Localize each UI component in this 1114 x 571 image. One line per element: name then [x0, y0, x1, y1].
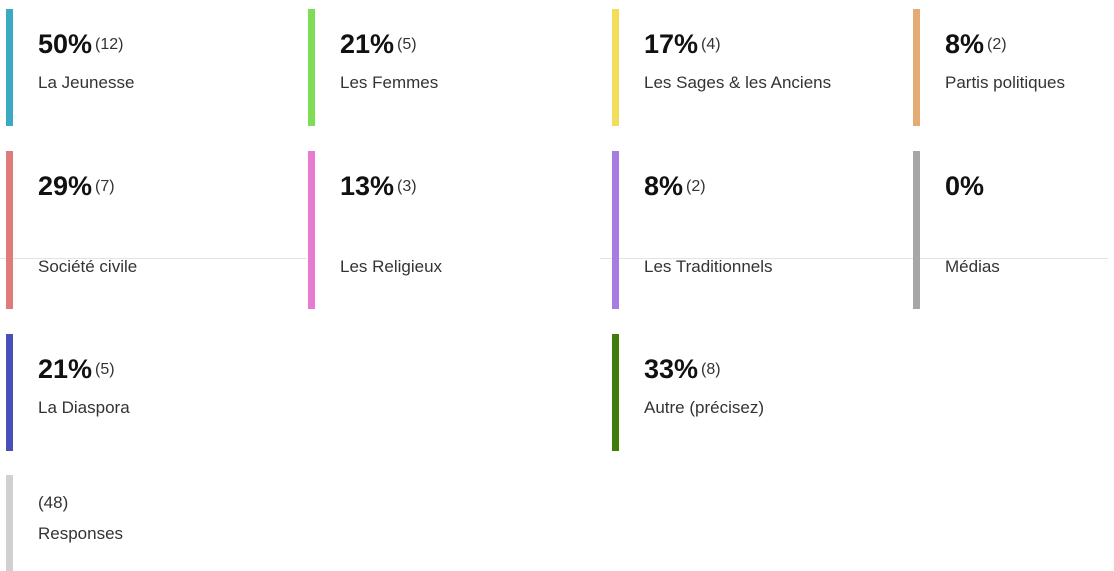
count: (12): [95, 36, 124, 53]
stat-head: 21% (5): [340, 29, 417, 60]
stat-head: 8% (2): [644, 171, 706, 202]
count: (5): [397, 36, 417, 53]
percent: 21%: [38, 354, 93, 384]
color-bar: [308, 9, 315, 126]
color-bar: [612, 334, 619, 451]
label: Société civile: [38, 257, 138, 276]
percent: 17%: [644, 29, 699, 59]
divider: [0, 258, 307, 259]
percent: 33%: [644, 354, 699, 384]
percent: 8%: [644, 171, 684, 201]
responses-card: (48) Responses: [6, 475, 301, 571]
label: Partis politiques: [945, 73, 1066, 92]
stat-head: 17% (4): [644, 29, 721, 60]
stat-card: 17% (4) Les Sages & les Anciens: [612, 9, 907, 126]
color-bar: [612, 9, 619, 126]
stat-head: 0%: [945, 171, 984, 202]
label: Médias: [945, 257, 1000, 276]
color-bar: [913, 151, 920, 309]
stat-head: 33% (8): [644, 354, 721, 385]
color-bar: [913, 9, 920, 126]
label: Les Religieux: [340, 257, 443, 276]
color-bar: [6, 151, 13, 309]
count: (2): [686, 178, 706, 195]
stat-head: 13% (3): [340, 171, 417, 202]
stat-card: 21% (5) La Diaspora: [6, 334, 301, 451]
count: (4): [701, 36, 721, 53]
stat-card: 50% (12) La Jeunesse: [6, 9, 301, 126]
stat-card: 0% Médias: [913, 151, 1114, 309]
color-bar: [6, 9, 13, 126]
percent: 50%: [38, 29, 93, 59]
stat-card: 33% (8) Autre (précisez): [612, 334, 907, 451]
label: Les Traditionnels: [644, 257, 773, 276]
stat-head: 8% (2): [945, 29, 1007, 60]
stat-card: 21% (5) Les Femmes: [308, 9, 603, 126]
label: La Diaspora: [38, 398, 130, 417]
label: Les Sages & les Anciens: [644, 73, 832, 92]
percent: 8%: [945, 29, 985, 59]
count: (5): [95, 361, 115, 378]
color-bar: [308, 151, 315, 309]
color-bar: [6, 475, 13, 571]
stat-card: 13% (3) Les Religieux: [308, 151, 603, 309]
percent: 0%: [945, 171, 985, 201]
label: Autre (précisez): [644, 398, 764, 417]
label: La Jeunesse: [38, 73, 135, 92]
stat-head: 50% (12): [38, 29, 124, 60]
count: (7): [95, 178, 115, 195]
percent: 13%: [340, 171, 395, 201]
color-bar: [6, 334, 13, 451]
stat-card: 8% (2) Les Traditionnels: [612, 151, 907, 309]
response-count: (48): [38, 493, 69, 512]
stat-head: 21% (5): [38, 354, 115, 385]
percent: 21%: [340, 29, 395, 59]
percent: 29%: [38, 171, 93, 201]
stat-head: 29% (7): [38, 171, 115, 202]
divider: [600, 258, 1108, 259]
response-label: Responses: [38, 524, 124, 543]
count: (8): [701, 361, 721, 378]
stat-card: 29% (7) Société civile: [6, 151, 301, 309]
count: (3): [397, 178, 417, 195]
label: Les Femmes: [340, 73, 439, 92]
stat-card: 8% (2) Partis politiques: [913, 9, 1114, 126]
color-bar: [612, 151, 619, 309]
count: (2): [987, 36, 1007, 53]
